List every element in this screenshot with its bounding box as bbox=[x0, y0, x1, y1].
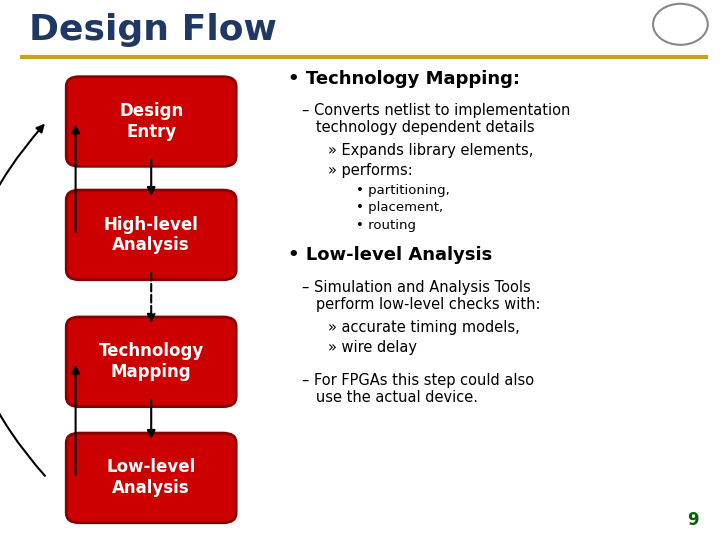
Text: – For FPGAs this step could also
   use the actual device.: – For FPGAs this step could also use the… bbox=[302, 373, 534, 405]
Text: » wire delay: » wire delay bbox=[328, 340, 417, 355]
Text: • routing: • routing bbox=[356, 219, 416, 232]
FancyBboxPatch shape bbox=[66, 190, 236, 280]
FancyArrowPatch shape bbox=[0, 125, 45, 476]
Text: • Low-level Analysis: • Low-level Analysis bbox=[288, 246, 492, 264]
Text: » performs:: » performs: bbox=[328, 163, 413, 178]
FancyBboxPatch shape bbox=[66, 77, 236, 166]
Text: Design
Entry: Design Entry bbox=[119, 102, 184, 141]
Text: Technology
Mapping: Technology Mapping bbox=[99, 342, 204, 381]
Text: Low-level
Analysis: Low-level Analysis bbox=[107, 458, 196, 497]
FancyBboxPatch shape bbox=[66, 433, 236, 523]
Text: Design Flow: Design Flow bbox=[29, 13, 276, 46]
Text: – Simulation and Analysis Tools
   perform low-level checks with:: – Simulation and Analysis Tools perform … bbox=[302, 280, 541, 312]
FancyBboxPatch shape bbox=[66, 317, 236, 407]
Text: • placement,: • placement, bbox=[356, 201, 444, 214]
Text: » Expands library elements,: » Expands library elements, bbox=[328, 143, 533, 158]
Text: • Technology Mapping:: • Technology Mapping: bbox=[288, 70, 520, 88]
Text: High-level
Analysis: High-level Analysis bbox=[104, 215, 199, 254]
Text: – Converts netlist to implementation
   technology dependent details: – Converts netlist to implementation tec… bbox=[302, 103, 571, 135]
Text: • partitioning,: • partitioning, bbox=[356, 184, 450, 197]
Text: » accurate timing models,: » accurate timing models, bbox=[328, 320, 519, 335]
Text: 9: 9 bbox=[687, 511, 698, 529]
